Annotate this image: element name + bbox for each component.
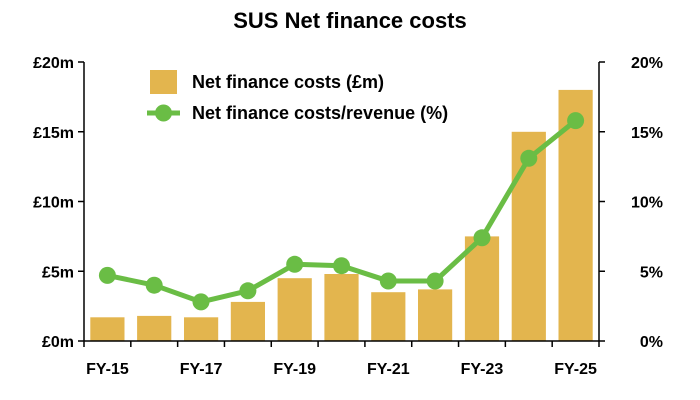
x-tick-label: FY-21	[367, 361, 410, 378]
line-point	[98, 266, 116, 284]
x-tick-label: FY-25	[554, 361, 597, 378]
x-tick-label: FY-23	[461, 361, 504, 378]
bar	[184, 317, 219, 341]
line-point	[379, 272, 397, 290]
line-point	[520, 149, 538, 167]
y-right-tick-label: 5%	[640, 264, 663, 281]
bar	[371, 292, 406, 341]
legend-bar-swatch	[150, 70, 177, 94]
line-point	[145, 276, 163, 294]
legend-line-marker	[155, 104, 172, 122]
bar	[418, 289, 453, 341]
bar	[324, 274, 359, 341]
legend-label-bars: Net finance costs (£m)	[192, 72, 384, 92]
y-left-tick-label: £15m	[33, 125, 74, 142]
legend-label-line: Net finance costs/revenue (%)	[192, 103, 448, 123]
bars-layer	[90, 89, 593, 342]
y-left-tick-label: £20m	[33, 55, 74, 72]
bar	[137, 315, 172, 341]
line-point	[567, 112, 585, 130]
legend: Net finance costs (£m) Net finance costs/…	[147, 70, 448, 123]
y-right-tick-label: 0%	[640, 334, 663, 351]
x-tick-label: FY-19	[273, 361, 316, 378]
y-right-tick-label: 10%	[631, 195, 663, 212]
line-point	[473, 229, 491, 247]
line-point	[333, 257, 350, 275]
bar	[230, 301, 265, 341]
bar	[277, 278, 312, 341]
axes-layer: £0m £5m £10m £15m £20m 0% 5% 10% 15% 20% FY-15 FY-1…	[33, 55, 663, 378]
line-point	[192, 293, 210, 311]
y-left-tick-label: £5m	[42, 264, 74, 281]
line-point	[286, 255, 304, 273]
y-right-tick-label: 15%	[631, 125, 663, 142]
line-point	[426, 272, 444, 290]
y-left-tick-label: £10m	[33, 195, 74, 212]
chart-title: SUS Net finance costs	[233, 8, 467, 33]
line-point	[239, 282, 257, 300]
line-layer	[98, 112, 585, 311]
y-right-tick-label: 20%	[631, 55, 663, 72]
x-tick-label: FY-15	[86, 361, 129, 378]
y-left-tick-label: £0m	[42, 334, 74, 351]
x-tick-label: FY-17	[180, 361, 223, 378]
bar	[464, 236, 500, 341]
bar	[90, 317, 125, 341]
